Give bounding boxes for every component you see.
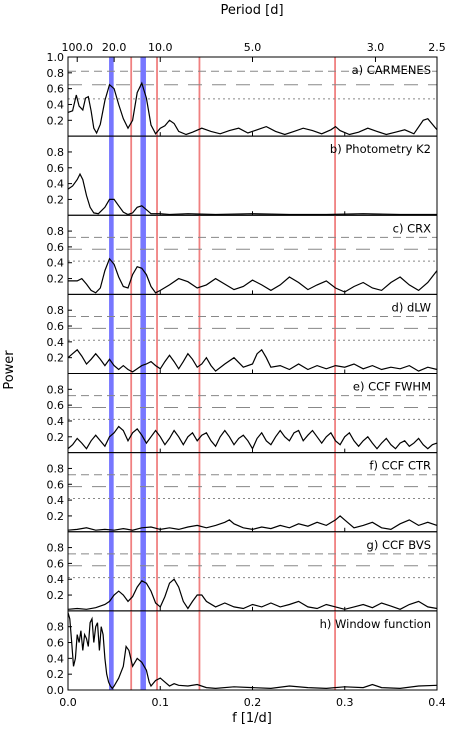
y-axis-label: Power xyxy=(2,350,17,390)
y-tick-label: 0.2 xyxy=(47,114,65,127)
panel-label: h) Window function xyxy=(320,617,431,631)
power-series-line xyxy=(67,425,438,451)
panel-g: 0.8 0.6 0.4 0.2 g) CCF BVS xyxy=(47,531,438,612)
panel-label: d) dLW xyxy=(392,300,431,314)
y-tick-label: 0.6 xyxy=(47,399,65,412)
x-tick-label: 0.0 xyxy=(59,696,77,709)
signal-band xyxy=(140,57,146,137)
signal-band xyxy=(109,294,114,374)
power-series-line xyxy=(67,81,438,136)
panel-label: c) CRX xyxy=(393,221,431,235)
signal-band xyxy=(109,136,114,216)
signal-band xyxy=(140,294,146,374)
panel-label: a) CARMENES xyxy=(352,63,431,77)
y-tick-label: 0.2 xyxy=(47,510,65,523)
y-tick-label: 0.2 xyxy=(47,589,65,602)
power-series-line xyxy=(67,578,438,610)
panel-b: 0.8 0.6 0.4 0.2 b) Photometry K2 xyxy=(47,135,438,216)
panel-a: 1.0 0.8 0.6 0.4 0.2 a) CARMENES xyxy=(47,51,438,137)
period-tick-label: 3.0 xyxy=(367,41,385,54)
panels: 1.0 0.8 0.6 0.4 0.2 a) CARMENES 0.8 0.6 0.4 0.2 b)… xyxy=(47,41,446,709)
y-tick-label: 1.0 xyxy=(47,51,65,64)
x-tick-label: 0.4 xyxy=(428,696,446,709)
x-tick-label: 0.2 xyxy=(244,696,262,709)
panel-label: g) CCF BVS xyxy=(367,538,431,552)
signal-band xyxy=(140,531,146,611)
period-tick-label: 2.5 xyxy=(428,41,446,54)
y-tick-label: 0.8 xyxy=(47,542,65,555)
y-tick-label: 0.2 xyxy=(47,193,65,206)
signal-band xyxy=(140,452,146,532)
y-tick-label: 0.8 xyxy=(47,225,65,238)
signal-band xyxy=(140,215,146,295)
panel-frame xyxy=(67,293,438,374)
y-tick-label: 0.8 xyxy=(47,304,65,317)
y-tick-label: 0.2 xyxy=(47,273,65,286)
signal-band xyxy=(140,373,146,453)
period-tick-label: 5.0 xyxy=(244,41,262,54)
x-axis-label: f [1/d] xyxy=(232,711,272,726)
panel-frame xyxy=(67,214,438,295)
y-tick-label: 0.6 xyxy=(47,557,65,570)
signal-band xyxy=(109,373,114,453)
signal-band xyxy=(109,215,114,295)
y-tick-label: 0.8 xyxy=(47,462,65,475)
power-series-line xyxy=(67,348,438,373)
y-tick-label: 0.2 xyxy=(47,668,65,681)
x-tick-label: 0.1 xyxy=(152,696,170,709)
y-tick-label: 0.6 xyxy=(47,241,65,254)
panel-f: 0.8 0.6 0.4 0.2 f) CCF CTR xyxy=(47,452,438,533)
x-tick-label: 0.3 xyxy=(336,696,354,709)
y-tick-label: 0.4 xyxy=(47,652,65,665)
signal-band xyxy=(109,57,114,137)
period-tick-label: 100.0 xyxy=(61,41,93,54)
panel-label: f) CCF CTR xyxy=(369,459,431,473)
panel-label: e) CCF FWHM xyxy=(353,380,431,394)
y-tick-label: 0.8 xyxy=(47,383,65,396)
y-tick-label: 0.6 xyxy=(47,83,65,96)
signal-band xyxy=(109,452,114,532)
signal-band xyxy=(140,610,146,690)
y-tick-label: 0.6 xyxy=(47,320,65,333)
y-tick-label: 0.4 xyxy=(47,257,65,270)
top-axis-label: Period [d] xyxy=(220,3,283,18)
period-tick-label: 20.0 xyxy=(102,41,127,54)
y-tick-label: 0.4 xyxy=(47,494,65,507)
power-series-line xyxy=(68,257,438,294)
y-tick-label: 0.6 xyxy=(47,637,65,650)
y-tick-label: 0.4 xyxy=(47,98,65,111)
y-tick-label: 0.2 xyxy=(47,431,65,444)
y-tick-label: 0.4 xyxy=(47,573,65,586)
y-tick-label: 0.4 xyxy=(47,336,65,349)
panel-h: 0.8 0.6 0.4 0.2 0.0 h) Window function xyxy=(47,610,438,697)
panel-d: 0.8 0.6 0.4 0.2 d) dLW xyxy=(47,293,438,374)
power-series-line xyxy=(67,172,437,216)
period-tick-label: 10.0 xyxy=(148,41,173,54)
y-tick-label: 0.0 xyxy=(47,684,65,697)
panel-e: 0.8 0.6 0.4 0.2 e) CCF FWHM xyxy=(47,373,438,454)
y-tick-label: 0.8 xyxy=(47,146,65,159)
panel-label: b) Photometry K2 xyxy=(330,142,431,156)
signal-band xyxy=(109,610,114,690)
power-series-line xyxy=(67,612,438,690)
y-tick-label: 0.8 xyxy=(47,621,65,634)
y-tick-label: 0.4 xyxy=(47,178,65,191)
y-tick-label: 0.6 xyxy=(47,162,65,175)
y-tick-label: 0.8 xyxy=(47,67,65,80)
y-tick-label: 0.4 xyxy=(47,415,65,428)
y-tick-label: 0.6 xyxy=(47,478,65,491)
panel-c: 0.8 0.6 0.4 0.2 c) CRX xyxy=(47,214,438,295)
signal-band xyxy=(109,531,114,611)
y-tick-label: 0.2 xyxy=(47,352,65,365)
signal-band xyxy=(140,136,146,216)
